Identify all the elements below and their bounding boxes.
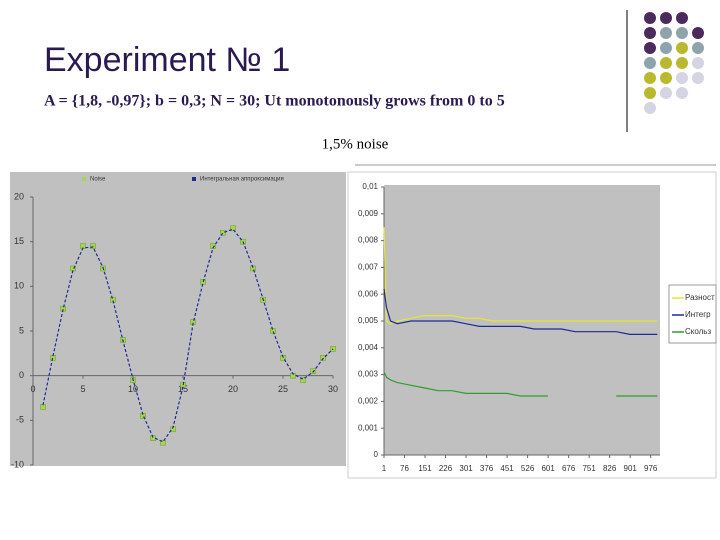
legend-label: Разност — [685, 293, 715, 302]
x-tick-label: 601 — [541, 464, 555, 473]
legend-swatch — [82, 177, 86, 181]
x-tick-label: 15 — [178, 384, 188, 394]
y-tick-label: 10 — [14, 281, 24, 291]
y-tick-label: 0 — [19, 370, 24, 380]
x-tick-label: 376 — [480, 464, 494, 473]
y-tick-label: 0,006 — [358, 289, 379, 298]
y-tick-label: 0,008 — [358, 236, 379, 245]
y-tick-label: 0 — [374, 450, 379, 459]
x-tick-label: 976 — [644, 464, 658, 473]
decor-dots — [626, 10, 704, 132]
right-plot-area — [384, 185, 660, 455]
slide-subtitle: A = {1,8, -0,97}; b = 0,3; N = 30; Ut mo… — [44, 93, 505, 110]
y-tick-label: 5 — [19, 325, 24, 335]
legend-label: Скольз — [685, 327, 711, 336]
marker — [330, 346, 336, 352]
series-line — [42, 228, 334, 443]
y-tick-label: -5 — [16, 415, 24, 425]
legend-swatch — [192, 177, 196, 181]
legend-label: Интегральная аппроксимация — [200, 177, 284, 183]
marker — [160, 439, 166, 446]
y-tick-label: 0,001 — [358, 423, 379, 432]
marker — [200, 279, 206, 285]
marker — [300, 377, 306, 383]
x-tick-label: 5 — [80, 384, 85, 394]
x-tick-label: 676 — [562, 464, 576, 473]
x-tick-label: 30 — [328, 384, 338, 394]
y-tick-label: 0,002 — [358, 397, 379, 406]
legend-label: Noise — [90, 177, 106, 183]
legend-box — [668, 284, 717, 344]
marker — [270, 328, 276, 334]
x-tick-label: 1 — [382, 464, 387, 473]
x-tick-label: 25 — [278, 384, 288, 394]
x-tick-label: 226 — [439, 464, 453, 473]
x-tick-label: 301 — [459, 464, 473, 473]
slide-title: Experiment № 1 — [44, 41, 290, 79]
y-tick-label: 0,007 — [358, 263, 379, 272]
x-tick-label: 901 — [624, 464, 638, 473]
y-tick-label: 15 — [14, 236, 24, 246]
y-tick-label: -10 — [11, 459, 24, 469]
legend-label: Интегр — [685, 310, 711, 319]
series-line — [383, 288, 658, 335]
x-tick-label: 451 — [500, 464, 514, 473]
x-tick-label: 526 — [521, 464, 535, 473]
marker — [90, 243, 96, 249]
y-tick-label: 0,004 — [358, 343, 379, 352]
series-line — [383, 371, 658, 397]
y-tick-label: 0,01 — [362, 182, 378, 191]
left-chart-bg — [10, 172, 346, 466]
y-tick-label: 0,003 — [358, 370, 379, 379]
marker — [210, 243, 216, 249]
x-tick-label: 0 — [30, 384, 35, 394]
x-tick-label: 20 — [228, 384, 238, 394]
x-tick-label: 826 — [603, 464, 617, 473]
y-tick-label: 0,005 — [358, 316, 379, 325]
x-tick-label: 76 — [400, 464, 409, 473]
marker — [220, 229, 226, 236]
x-tick-label: 151 — [418, 464, 432, 473]
x-tick-label: 751 — [582, 464, 596, 473]
y-tick-label: 0,009 — [358, 209, 379, 218]
series-line — [383, 227, 658, 325]
y-tick-label: 20 — [14, 191, 24, 201]
x-tick-label: 10 — [128, 384, 138, 394]
marker — [40, 404, 46, 410]
caption: 1,5% noise — [322, 136, 389, 152]
marker — [320, 355, 326, 361]
marker — [230, 225, 236, 232]
